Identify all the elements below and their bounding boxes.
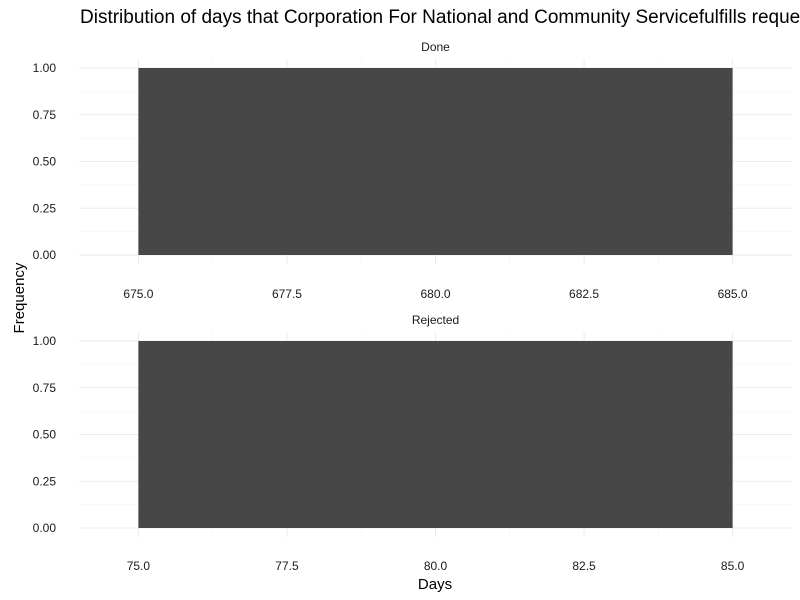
y-axis-title: Frequency [11,262,28,333]
facet-panel-done: 0.00 0.25 0.50 0.75 1.00 675.0 677.5 680.0 682.5… [33,40,792,301]
y-tick-label: 0.50 [33,155,57,169]
y-tick-label: 0.75 [33,381,57,395]
x-tick-label: 82.5 [572,559,596,573]
y-tick-label: 0.25 [33,474,57,488]
y-tick-label: 1.00 [33,61,57,75]
x-axis-title: Days [418,576,452,593]
x-tick-label: 80.0 [424,559,448,573]
y-tick-label: 0.25 [33,201,57,215]
facet-label: Rejected [412,313,459,327]
y-tick-label: 0.00 [33,248,57,262]
x-tick-label: 680.0 [420,287,450,301]
y-tick-label: 1.00 [33,334,57,348]
facet-label: Done [421,40,450,54]
y-tick-label: 0.00 [33,521,57,535]
facet-panel-rejected: 0.00 0.25 0.50 0.75 1.00 75.0 77.5 80.0 82.5 85.0… [33,313,792,573]
x-tick-label: 682.5 [569,287,599,301]
x-tick-label: 85.0 [721,559,745,573]
x-tick-label: 677.5 [272,287,302,301]
histogram-bar [138,68,733,255]
y-tick-label: 0.50 [33,428,57,442]
facet-panels: 0.00 0.25 0.50 0.75 1.00 675.0 677.5 680.0 682.5… [33,40,792,573]
x-tick-label: 685.0 [718,287,748,301]
x-tick-label: 675.0 [123,287,153,301]
histogram-bar [138,341,733,528]
y-tick-label: 0.75 [33,108,57,122]
chart-title: Distribution of days that Corporation Fo… [80,7,800,28]
x-tick-label: 77.5 [275,559,299,573]
x-tick-label: 75.0 [127,559,151,573]
